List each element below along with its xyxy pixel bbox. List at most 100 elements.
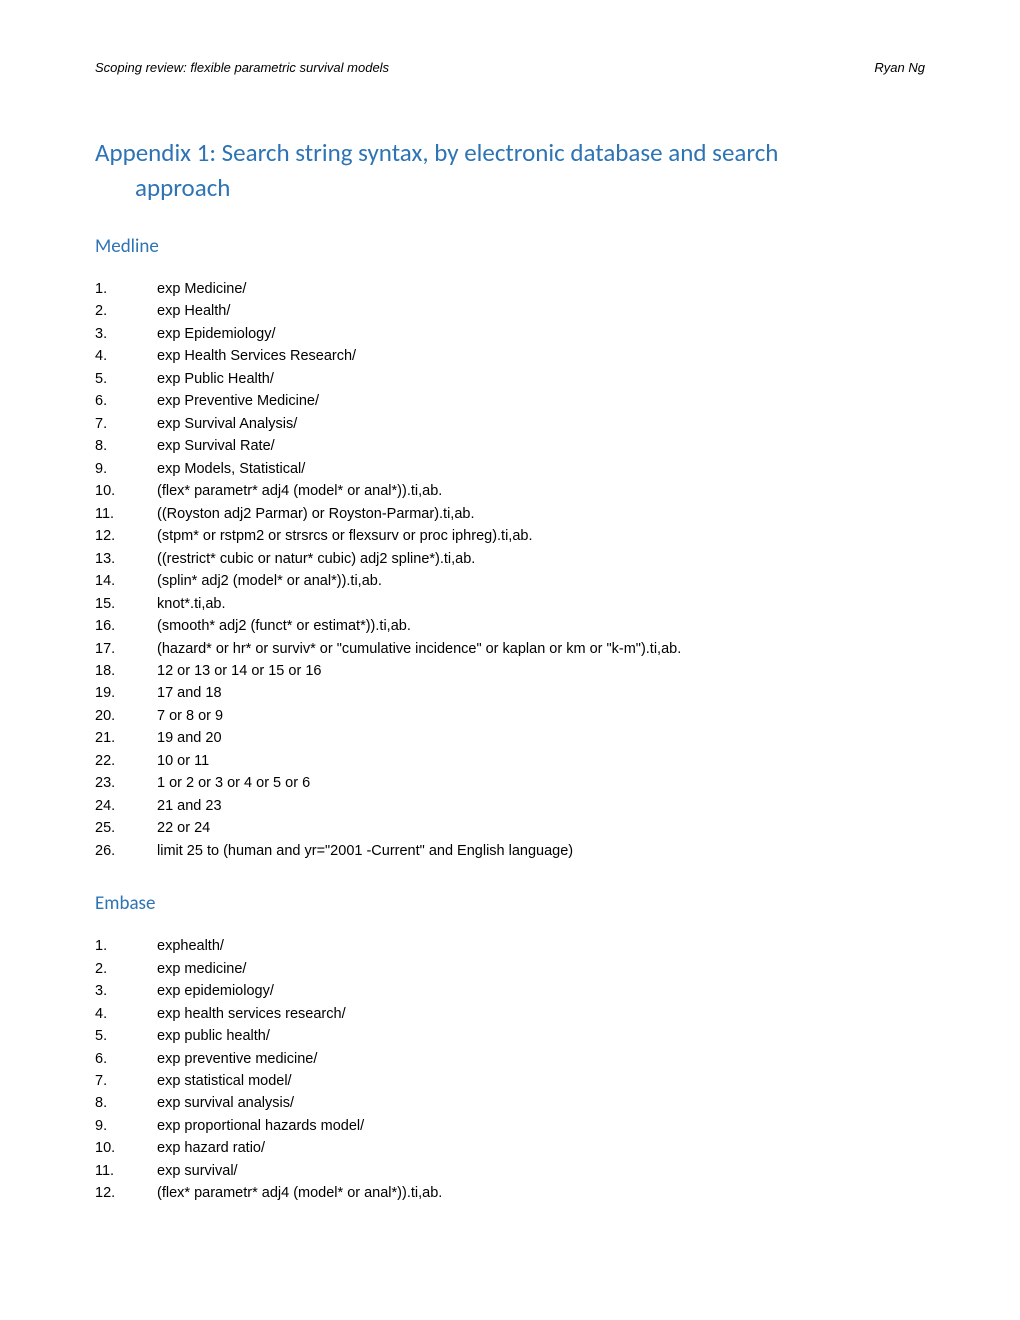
list-item-number: 4. bbox=[95, 1003, 157, 1025]
list-item-text: 12 or 13 or 14 or 15 or 16 bbox=[157, 660, 925, 682]
list-item-number: 9. bbox=[95, 1115, 157, 1137]
list-item-text: knot*.ti,ab. bbox=[157, 593, 925, 615]
list-item-number: 12. bbox=[95, 1182, 157, 1204]
list-item-text: exp health services research/ bbox=[157, 1003, 925, 1025]
list-item-text: 17 and 18 bbox=[157, 682, 925, 704]
list-item-number: 2. bbox=[95, 958, 157, 980]
list-item-number: 10. bbox=[95, 1137, 157, 1159]
section-medline: Medline 1.exp Medicine/2.exp Health/3.ex… bbox=[95, 235, 925, 862]
list-item: 24.21 and 23 bbox=[95, 795, 925, 817]
list-item: 19.17 and 18 bbox=[95, 682, 925, 704]
list-item-text: exp Public Health/ bbox=[157, 368, 925, 390]
list-item: 22.10 or 11 bbox=[95, 750, 925, 772]
page-header: Scoping review: flexible parametric surv… bbox=[95, 60, 925, 75]
list-item-number: 4. bbox=[95, 345, 157, 367]
list-item: 14.(splin* adj2 (model* or anal*)).ti,ab… bbox=[95, 570, 925, 592]
list-item: 25.22 or 24 bbox=[95, 817, 925, 839]
list-item-text: exp Models, Statistical/ bbox=[157, 458, 925, 480]
list-item-number: 21. bbox=[95, 727, 157, 749]
list-item-number: 19. bbox=[95, 682, 157, 704]
list-item-text: exp survival/ bbox=[157, 1160, 925, 1182]
list-item: 9.exp proportional hazards model/ bbox=[95, 1115, 925, 1137]
list-item-number: 11. bbox=[95, 503, 157, 525]
list-item-number: 2. bbox=[95, 300, 157, 322]
list-item: 20.7 or 8 or 9 bbox=[95, 705, 925, 727]
list-item: 2.exp Health/ bbox=[95, 300, 925, 322]
list-item: 9.exp Models, Statistical/ bbox=[95, 458, 925, 480]
list-item-number: 9. bbox=[95, 458, 157, 480]
list-item-number: 15. bbox=[95, 593, 157, 615]
list-item-number: 6. bbox=[95, 390, 157, 412]
list-item: 5.exp Public Health/ bbox=[95, 368, 925, 390]
list-item: 26.limit 25 to (human and yr="2001 -Curr… bbox=[95, 840, 925, 862]
list-item-text: (flex* parametr* adj4 (model* or anal*))… bbox=[157, 480, 925, 502]
list-item-number: 18. bbox=[95, 660, 157, 682]
list-item-text: 7 or 8 or 9 bbox=[157, 705, 925, 727]
list-item-number: 13. bbox=[95, 548, 157, 570]
list-item-number: 17. bbox=[95, 638, 157, 660]
list-item: 11.((Royston adj2 Parmar) or Royston-Par… bbox=[95, 503, 925, 525]
list-item: 12.(flex* parametr* adj4 (model* or anal… bbox=[95, 1182, 925, 1204]
list-item: 11.exp survival/ bbox=[95, 1160, 925, 1182]
list-item-text: 10 or 11 bbox=[157, 750, 925, 772]
list-item-number: 12. bbox=[95, 525, 157, 547]
list-item-number: 5. bbox=[95, 368, 157, 390]
appendix-title: Appendix 1: Search string syntax, by ele… bbox=[95, 135, 925, 205]
list-item-text: 21 and 23 bbox=[157, 795, 925, 817]
list-item-number: 25. bbox=[95, 817, 157, 839]
list-item-number: 20. bbox=[95, 705, 157, 727]
list-item-number: 14. bbox=[95, 570, 157, 592]
list-item-number: 26. bbox=[95, 840, 157, 862]
header-left: Scoping review: flexible parametric surv… bbox=[95, 60, 389, 75]
list-item: 5.exp public health/ bbox=[95, 1025, 925, 1047]
list-item: 4.exp health services research/ bbox=[95, 1003, 925, 1025]
list-item-number: 11. bbox=[95, 1160, 157, 1182]
list-item-text: exphealth/ bbox=[157, 935, 925, 957]
list-item-text: exp Survival Analysis/ bbox=[157, 413, 925, 435]
medline-list: 1.exp Medicine/2.exp Health/3.exp Epidem… bbox=[95, 278, 925, 862]
list-item-text: exp public health/ bbox=[157, 1025, 925, 1047]
list-item: 21.19 and 20 bbox=[95, 727, 925, 749]
list-item-number: 6. bbox=[95, 1048, 157, 1070]
list-item: 12.(stpm* or rstpm2 or strsrcs or flexsu… bbox=[95, 525, 925, 547]
list-item: 1.exp Medicine/ bbox=[95, 278, 925, 300]
section-heading-medline: Medline bbox=[95, 235, 925, 258]
list-item-text: exp Health Services Research/ bbox=[157, 345, 925, 367]
list-item-text: (stpm* or rstpm2 or strsrcs or flexsurv … bbox=[157, 525, 925, 547]
list-item-text: exp Epidemiology/ bbox=[157, 323, 925, 345]
list-item: 23.1 or 2 or 3 or 4 or 5 or 6 bbox=[95, 772, 925, 794]
list-item-number: 7. bbox=[95, 1070, 157, 1092]
list-item-text: exp statistical model/ bbox=[157, 1070, 925, 1092]
title-line2: approach bbox=[95, 172, 230, 203]
list-item: 7.exp Survival Analysis/ bbox=[95, 413, 925, 435]
list-item: 15.knot*.ti,ab. bbox=[95, 593, 925, 615]
list-item-number: 24. bbox=[95, 795, 157, 817]
title-line1: Appendix 1: Search string syntax, by ele… bbox=[95, 137, 778, 168]
list-item-text: exp Survival Rate/ bbox=[157, 435, 925, 457]
list-item: 6.exp preventive medicine/ bbox=[95, 1048, 925, 1070]
list-item-text: ((Royston adj2 Parmar) or Royston-Parmar… bbox=[157, 503, 925, 525]
list-item-text: (smooth* adj2 (funct* or estimat*)).ti,a… bbox=[157, 615, 925, 637]
list-item: 10.exp hazard ratio/ bbox=[95, 1137, 925, 1159]
list-item-number: 23. bbox=[95, 772, 157, 794]
list-item-number: 1. bbox=[95, 278, 157, 300]
list-item-text: exp hazard ratio/ bbox=[157, 1137, 925, 1159]
list-item-text: exp proportional hazards model/ bbox=[157, 1115, 925, 1137]
list-item-text: exp Preventive Medicine/ bbox=[157, 390, 925, 412]
list-item: 8.exp survival analysis/ bbox=[95, 1092, 925, 1114]
list-item-text: exp medicine/ bbox=[157, 958, 925, 980]
list-item: 18.12 or 13 or 14 or 15 or 16 bbox=[95, 660, 925, 682]
list-item-number: 8. bbox=[95, 435, 157, 457]
list-item: 10.(flex* parametr* adj4 (model* or anal… bbox=[95, 480, 925, 502]
list-item-text: ((restrict* cubic or natur* cubic) adj2 … bbox=[157, 548, 925, 570]
list-item-number: 7. bbox=[95, 413, 157, 435]
list-item-number: 16. bbox=[95, 615, 157, 637]
list-item: 1.exphealth/ bbox=[95, 935, 925, 957]
list-item-text: exp survival analysis/ bbox=[157, 1092, 925, 1114]
list-item-number: 8. bbox=[95, 1092, 157, 1114]
list-item: 4.exp Health Services Research/ bbox=[95, 345, 925, 367]
list-item: 2.exp medicine/ bbox=[95, 958, 925, 980]
embase-list: 1.exphealth/2.exp medicine/3.exp epidemi… bbox=[95, 935, 925, 1205]
list-item-text: limit 25 to (human and yr="2001 -Current… bbox=[157, 840, 925, 862]
list-item: 13.((restrict* cubic or natur* cubic) ad… bbox=[95, 548, 925, 570]
